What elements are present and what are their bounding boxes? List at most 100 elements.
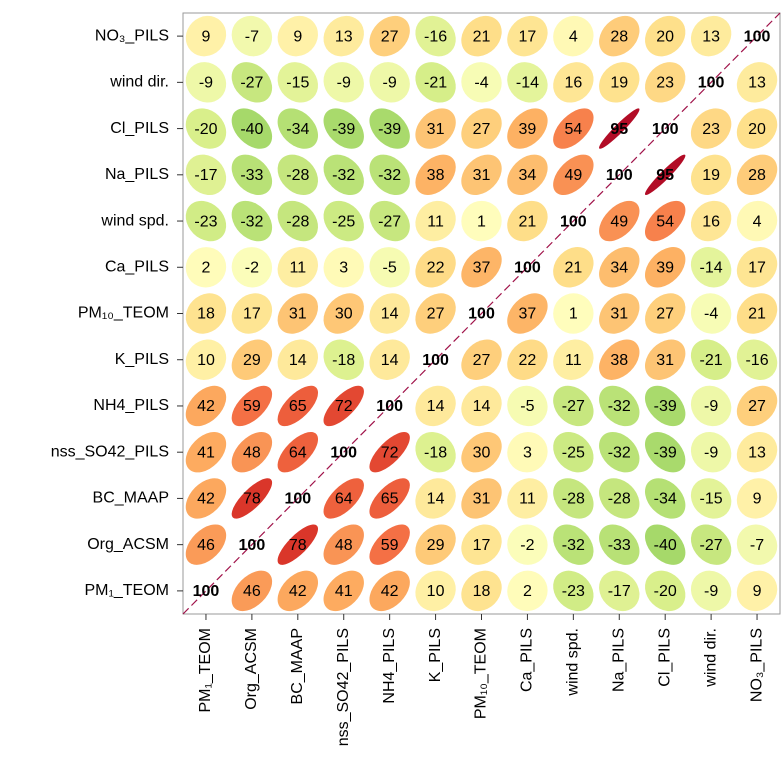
correlation-ellipse: [736, 154, 778, 196]
correlation-ellipse: [323, 247, 364, 288]
correlation-ellipse: [231, 62, 273, 103]
correlation-ellipse: [323, 339, 364, 380]
value-label: 100: [468, 306, 495, 323]
value-label: -9: [704, 444, 718, 461]
value-label: -33: [240, 167, 263, 184]
correlation-ellipse: [185, 524, 227, 565]
value-label: -7: [245, 28, 259, 45]
correlation-ellipse: [553, 15, 594, 57]
value-label: 31: [427, 121, 445, 138]
value-label: -2: [520, 537, 534, 554]
correlation-ellipse: [185, 108, 227, 149]
correlation-ellipse: [231, 247, 273, 288]
correlation-ellipse: [461, 108, 502, 149]
y-tick-label: wind dir.: [109, 74, 169, 91]
value-label: 100: [606, 167, 633, 184]
value-label: 31: [610, 306, 628, 323]
correlation-ellipse: [644, 154, 686, 196]
correlation-ellipse: [415, 62, 456, 103]
correlation-ellipse: [461, 478, 502, 519]
correlation-ellipse: [415, 524, 456, 565]
correlation-ellipse: [277, 200, 319, 242]
correlation-ellipse: [323, 478, 364, 519]
x-tick-label: NH4_PILS: [381, 628, 398, 704]
correlation-ellipse: [644, 339, 686, 380]
value-label: 23: [656, 75, 674, 92]
correlation-ellipse: [736, 478, 778, 519]
correlation-ellipse: [507, 62, 548, 103]
value-label: -15: [286, 75, 309, 92]
correlation-ellipse: [644, 478, 686, 519]
value-label: 54: [656, 213, 674, 230]
correlation-ellipse: [690, 431, 732, 473]
value-label: -27: [240, 75, 263, 92]
value-label: 72: [335, 398, 353, 415]
value-label: 11: [565, 352, 582, 369]
value-label: -27: [378, 213, 401, 230]
value-label: -16: [745, 352, 768, 369]
correlation-ellipse: [369, 524, 410, 565]
value-label: 9: [202, 28, 211, 45]
y-tick-label: PM₁_TEOM: [84, 582, 169, 599]
correlation-ellipse: [736, 385, 778, 427]
correlation-ellipse: [690, 15, 732, 57]
correlation-ellipse: [553, 570, 594, 612]
value-label: 16: [564, 75, 582, 92]
value-label: 14: [381, 352, 399, 369]
value-label: 21: [564, 259, 582, 276]
value-label: -9: [199, 75, 213, 92]
value-label: 100: [422, 352, 449, 369]
value-label: 21: [519, 213, 537, 230]
value-label: -33: [608, 537, 631, 554]
x-tick-label: Na_PILS: [610, 628, 627, 692]
value-label: 11: [427, 213, 444, 230]
correlation-ellipse: [736, 62, 778, 103]
value-label: -23: [194, 213, 217, 230]
correlation-ellipse: [507, 478, 548, 519]
value-label: 95: [656, 167, 674, 184]
value-label: -32: [608, 444, 631, 461]
value-label: -20: [654, 583, 677, 600]
correlation-ellipse: [415, 247, 456, 288]
correlation-ellipse: [599, 431, 640, 473]
value-label: -21: [424, 75, 447, 92]
value-label: 38: [427, 167, 445, 184]
correlation-ellipse: [644, 524, 686, 565]
value-label: 64: [335, 491, 353, 508]
correlation-ellipse: [553, 293, 594, 334]
value-label: -9: [704, 398, 718, 415]
correlation-ellipse: [507, 108, 548, 149]
x-tick-label: Cl_PILS: [656, 628, 673, 687]
correlation-ellipse: [507, 200, 548, 242]
correlation-ellipse: [599, 62, 640, 103]
correlation-ellipse: [415, 431, 456, 473]
value-label: 38: [610, 352, 628, 369]
value-label: 29: [427, 537, 445, 554]
value-label: 11: [519, 491, 536, 508]
y-tick-label: NO₃_PILS: [95, 27, 169, 44]
correlation-ellipse: [231, 154, 273, 196]
correlation-ellipse: [185, 339, 227, 380]
x-tick-label: wind dir.: [702, 628, 719, 688]
value-label: 9: [753, 491, 762, 508]
value-label: 48: [243, 444, 261, 461]
value-label: 1: [569, 306, 578, 323]
correlation-ellipse: [185, 62, 227, 103]
value-label: -28: [286, 167, 309, 184]
value-label: 78: [289, 537, 307, 554]
y-tick-label: PM₁₀_TEOM: [78, 305, 169, 322]
correlation-ellipse: [599, 293, 640, 334]
correlation-ellipse: [323, 154, 364, 196]
correlation-ellipse: [553, 247, 594, 288]
correlation-ellipse: [690, 570, 732, 612]
correlation-ellipse: [369, 431, 410, 473]
correlation-ellipse: [185, 154, 227, 196]
value-label: 100: [652, 121, 679, 138]
value-label: 14: [381, 306, 399, 323]
value-label: 100: [284, 491, 311, 508]
correlation-ellipse: [369, 154, 410, 196]
value-label: -17: [194, 167, 217, 184]
value-label: 1: [477, 213, 486, 230]
x-tick-label: PM₁_TEOM: [197, 628, 214, 713]
